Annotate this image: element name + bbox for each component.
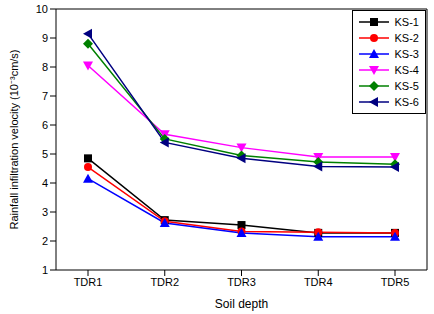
svg-text:7: 7 [42,90,48,102]
svg-text:3: 3 [42,206,48,218]
html-text:KS-3: KS-3 [394,48,419,60]
svg-text:TDR1: TDR1 [74,276,103,288]
html-text:KS-4: KS-4 [394,64,419,76]
svg-text:TDR2: TDR2 [150,276,179,288]
svg-text:9: 9 [42,32,48,44]
svg-text:Soil depth: Soil depth [215,297,268,311]
svg-text:6: 6 [42,119,48,131]
svg-text:8: 8 [42,61,48,73]
svg-text:5: 5 [42,148,48,160]
svg-text:TDR3: TDR3 [227,276,256,288]
svg-text:10: 10 [36,3,48,15]
svg-text:1: 1 [42,264,48,276]
html-text:KS-1: KS-1 [394,16,419,28]
svg-text:Rainfall infiltration velocity: Rainfall infiltration velocity (10⁻³cm/s… [8,49,20,229]
svg-text:2: 2 [42,235,48,247]
html-text:KS-5: KS-5 [394,80,419,92]
svg-text:4: 4 [42,177,48,189]
svg-text:TDR4: TDR4 [304,276,333,288]
html-text:KS-2: KS-2 [394,32,419,44]
svg-text:TDR5: TDR5 [381,276,410,288]
html-text:KS-6: KS-6 [394,96,419,108]
